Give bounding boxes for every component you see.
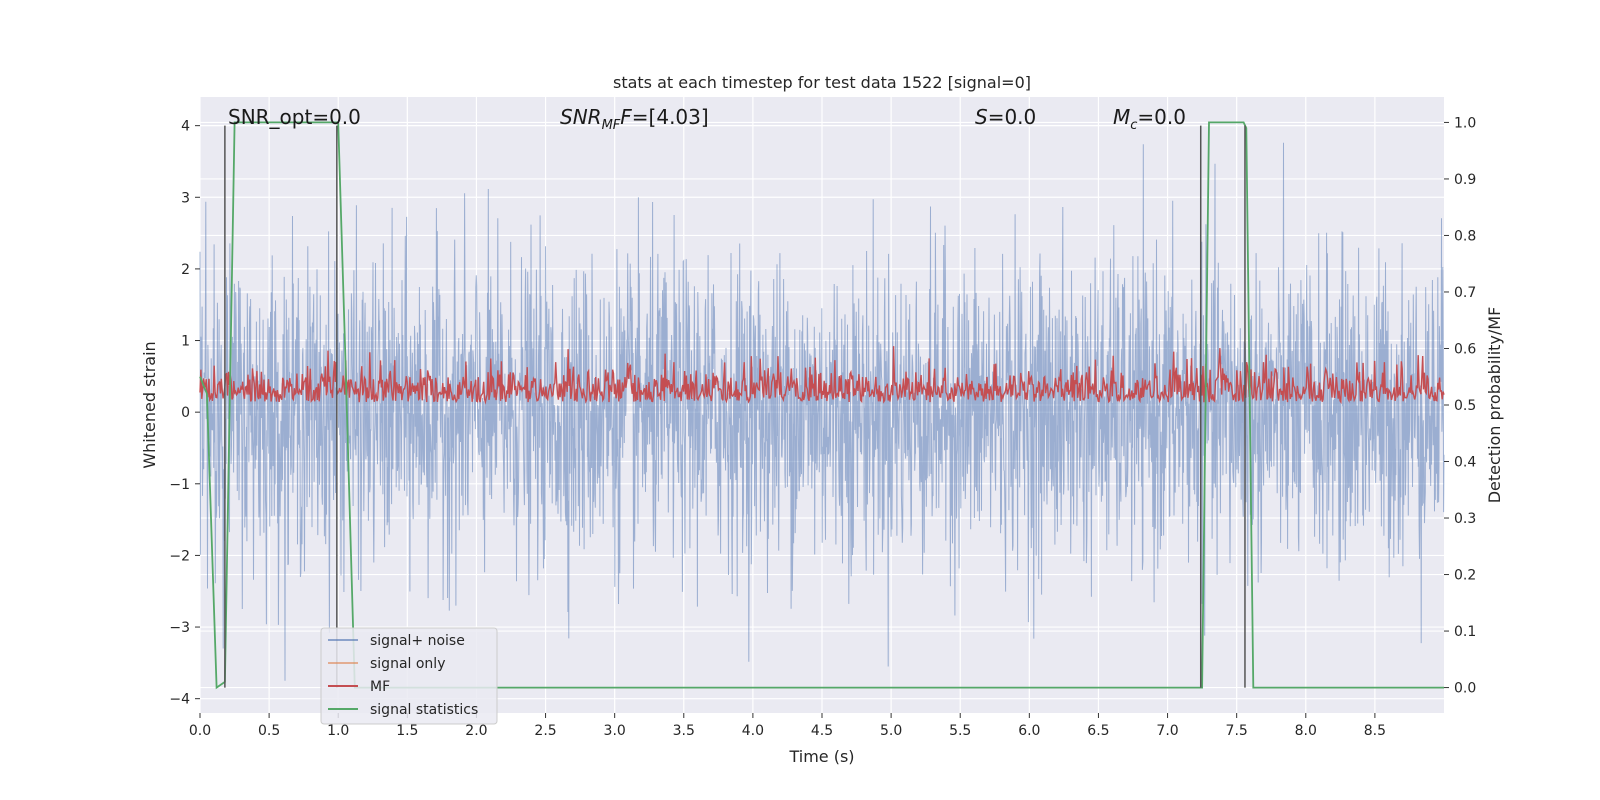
y-tick-label: −1 xyxy=(169,477,190,493)
legend-label-mf: MF xyxy=(370,679,390,695)
signal-statistics-series xyxy=(199,121,1444,690)
annotation-snr-mf-value: =[4.03] xyxy=(632,105,709,129)
x-tick-label: 8.0 xyxy=(1295,723,1317,739)
annotation-s: S=0.0 xyxy=(975,105,1036,129)
x-tick-label: 2.5 xyxy=(534,723,556,739)
y2-tick-label: 0.3 xyxy=(1454,511,1476,527)
legend-label-signal-only: signal only xyxy=(370,656,445,672)
y-axis-ticks: 4 3 2 1 0 −1 −2 −3 −4 xyxy=(169,119,200,708)
legend-label-signal-noise: signal+ noise xyxy=(370,633,465,649)
x-tick-label: 4.5 xyxy=(811,723,833,739)
x-tick-label: 3.0 xyxy=(604,723,626,739)
legend-label-signal-statistics: signal statistics xyxy=(370,702,478,718)
annotation-snr-mf: SNRMFF=[4.03] xyxy=(560,105,709,133)
legend: signal+ noise signal only MF signal stat… xyxy=(320,627,498,725)
legend-box xyxy=(320,627,498,725)
y-tick-label: 4 xyxy=(181,119,190,135)
x-tick-label: 7.5 xyxy=(1226,723,1248,739)
y2-tick-label: 0.0 xyxy=(1454,681,1476,697)
mf-line xyxy=(199,346,1445,405)
y2-axis-label: Detection probability/MF xyxy=(1485,307,1504,504)
x-tick-label: 6.5 xyxy=(1087,723,1109,739)
annotation-snr-mf-main: SNR xyxy=(560,105,602,129)
x-axis-ticks: 0.0 0.5 1.0 1.5 2.0 2.5 3.0 3.5 4.0 4.5 5.0 5.5 6.0 6… xyxy=(189,713,1386,739)
annotation-mc-sub: c xyxy=(1130,118,1137,133)
y-tick-label: 0 xyxy=(181,405,190,421)
x-tick-label: 3.5 xyxy=(673,723,695,739)
x-tick-label: 0.5 xyxy=(258,723,280,739)
y2-tick-label: 0.2 xyxy=(1454,568,1476,584)
x-tick-label: 8.5 xyxy=(1364,723,1386,739)
x-tick-label: 7.0 xyxy=(1156,723,1178,739)
y-tick-label: 2 xyxy=(181,262,190,278)
y2-tick-label: 0.8 xyxy=(1454,228,1476,244)
y-tick-label: 1 xyxy=(181,334,190,350)
y-tick-label: −4 xyxy=(169,692,190,708)
annotation-s-value: =0.0 xyxy=(988,105,1037,129)
y2-tick-label: 0.5 xyxy=(1454,398,1476,414)
y2-axis-ticks: 1.0 0.9 0.8 0.7 0.6 0.5 0.4 0.3 0.2 0.1 0.0 xyxy=(1444,115,1476,697)
x-tick-label: 1.5 xyxy=(396,723,418,739)
chart-title: stats at each timestep for test data 152… xyxy=(613,73,1031,92)
annotation-mc-main: M xyxy=(1113,105,1130,129)
y2-tick-label: 0.6 xyxy=(1454,341,1476,357)
x-tick-label: 4.0 xyxy=(742,723,764,739)
y-tick-label: −3 xyxy=(169,620,190,636)
y2-tick-label: 0.4 xyxy=(1454,455,1476,471)
x-tick-label: 0.0 xyxy=(189,723,211,739)
annotation-snr-mf-sub: MF xyxy=(602,118,621,133)
x-tick-label: 1.0 xyxy=(327,723,349,739)
x-tick-label: 2.0 xyxy=(465,723,487,739)
y-tick-label: 3 xyxy=(181,190,190,206)
mf-series xyxy=(199,346,1445,405)
y2-tick-label: 0.7 xyxy=(1454,285,1476,301)
x-tick-label: 5.5 xyxy=(949,723,971,739)
annotation-mc-value: =0.0 xyxy=(1137,105,1186,129)
x-tick-label: 5.0 xyxy=(880,723,902,739)
annotation-snr-opt: SNR_opt=0.0 xyxy=(228,105,361,129)
y2-tick-label: 0.1 xyxy=(1454,624,1476,640)
y2-tick-label: 1.0 xyxy=(1454,115,1476,131)
x-axis-label: Time (s) xyxy=(788,747,854,766)
y-axis-label: Whitened strain xyxy=(140,341,159,468)
vertical-markers xyxy=(224,125,1246,688)
signal-statistics-line xyxy=(199,121,1444,690)
y2-tick-label: 0.9 xyxy=(1454,172,1476,188)
x-tick-label: 6.0 xyxy=(1018,723,1040,739)
annotation-s-main: S xyxy=(975,105,988,129)
annotation-mc: Mc=0.0 xyxy=(1113,105,1186,133)
y-tick-label: −2 xyxy=(169,548,190,564)
